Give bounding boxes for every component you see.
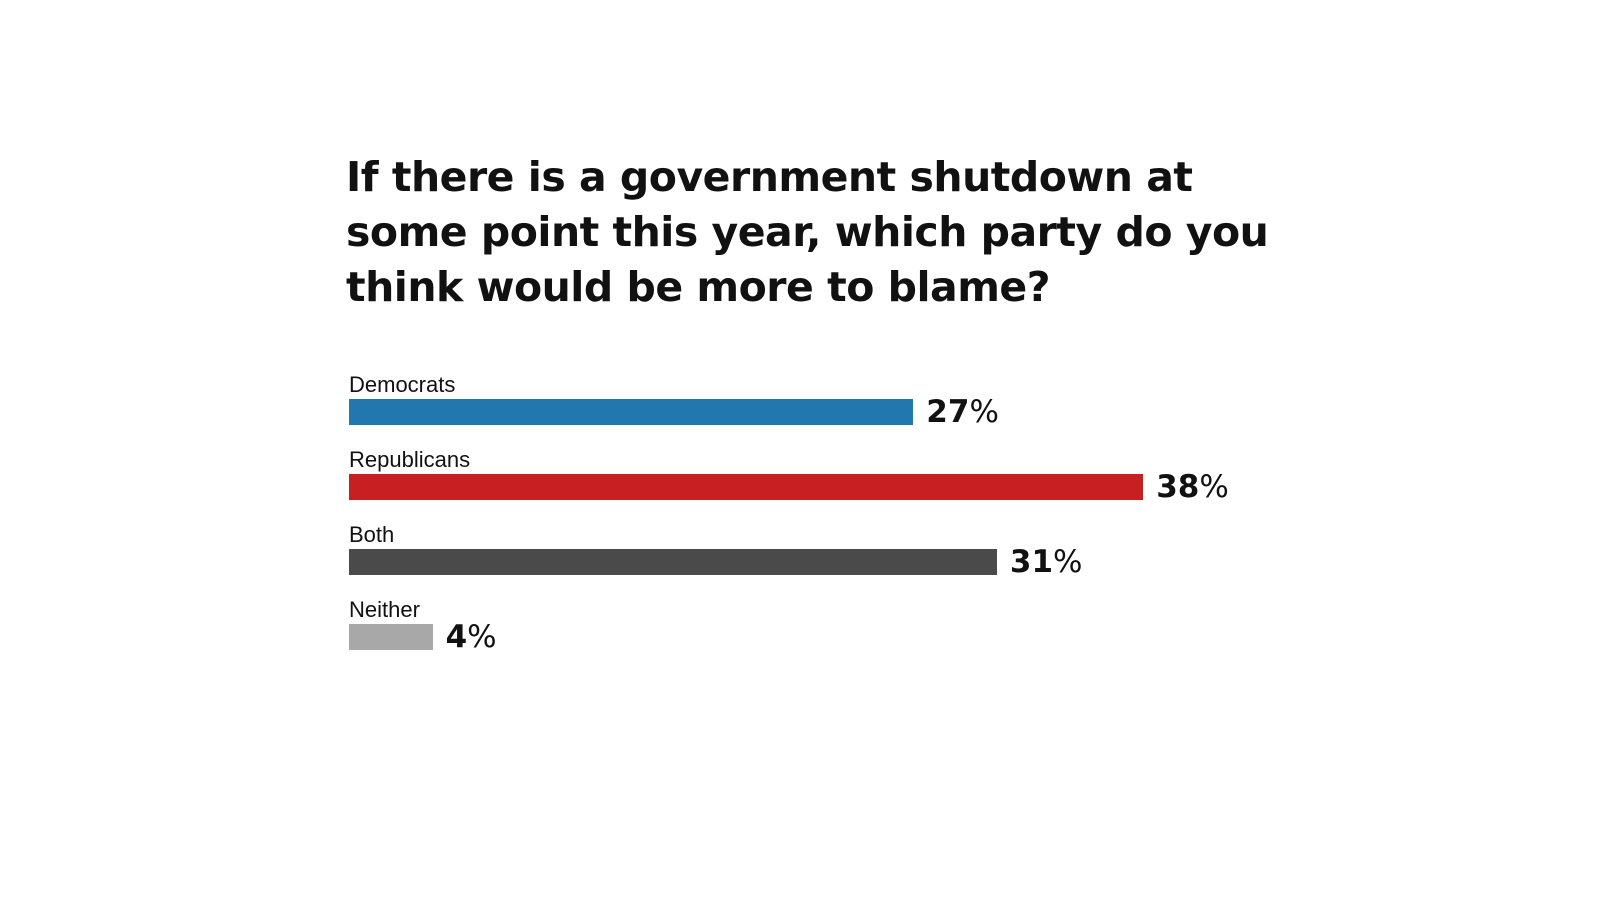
bar-value-number: 31 (1009, 544, 1054, 580)
bar-label-both: Both (349, 522, 395, 547)
bar-value-both: 31% (1010, 545, 1083, 579)
bar-value-number: 38 (1156, 469, 1200, 505)
bar-area: Democrats 27% Republicans 38% Both 31% Neither… (346, 372, 1286, 672)
chart-title: If there is a government shutdown at som… (346, 153, 1269, 311)
bar-value-suffix: % (969, 394, 999, 430)
bar-label-democrats: Democrats (349, 372, 456, 397)
bar-value-suffix: % (1199, 469, 1229, 505)
bar-value-suffix: % (467, 619, 497, 655)
bar-value-number: 27 (926, 394, 970, 430)
bar-value-suffix: % (1053, 544, 1083, 580)
bar-value-neither: 4% (446, 620, 497, 654)
bar-republicans (349, 474, 1144, 500)
bar-both (349, 549, 997, 575)
bar-value-republicans: 38% (1156, 470, 1229, 504)
bar-value-democrats: 27% (926, 395, 999, 429)
bar-label-republicans: Republicans (349, 447, 471, 472)
bar-democrats (349, 399, 914, 425)
bar-label-neither: Neither (349, 597, 420, 622)
bar-value-number: 4 (445, 619, 468, 655)
chart: If there is a government shutdown at som… (346, 150, 1286, 654)
bar-neither (349, 624, 433, 650)
